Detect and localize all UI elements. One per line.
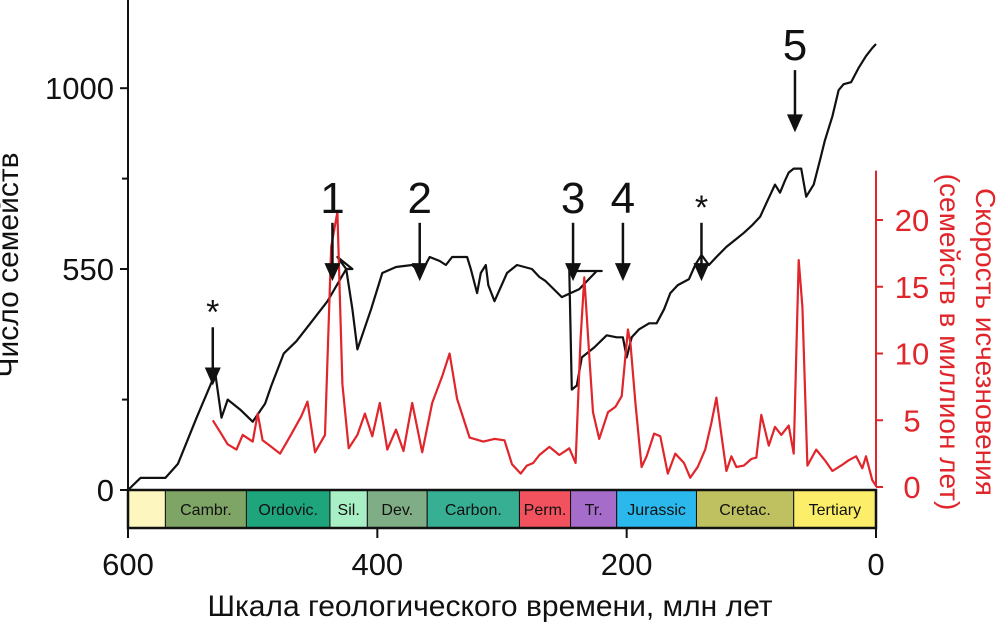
right-tick-label-3: 15	[895, 270, 929, 305]
annotation-arrowhead-0	[204, 367, 221, 386]
annotation-arrowhead-1	[324, 263, 341, 282]
left-y-axis: 0 550 1000	[45, 0, 129, 508]
x-tick-label-3: 0	[867, 547, 884, 582]
period-label-1: Cambr.	[180, 502, 232, 519]
period-label-6: Perm.	[524, 502, 567, 519]
left-y-axis-title: Число семейств	[0, 152, 25, 377]
annotation-label-0: *	[206, 293, 219, 331]
left-tick-label-1: 550	[62, 252, 114, 287]
right-tick-label-2: 10	[895, 337, 929, 372]
annotation-arrowhead-2	[411, 263, 428, 282]
x-axis: 600 400 200 0	[102, 528, 885, 582]
x-tick-label-1: 400	[351, 547, 403, 582]
right-y-axis: 0 5 10 15 20	[875, 170, 929, 505]
period-label-10: Tertiary	[809, 502, 861, 519]
period-label-9: Cretac.	[719, 502, 771, 519]
period-8	[616, 489, 697, 529]
x-tick-label-2: 200	[601, 547, 653, 582]
period-2	[245, 489, 331, 529]
annotation-arrowhead-4	[614, 263, 631, 282]
annotation-label-2: 2	[407, 174, 431, 223]
period-label-5: Carbon.	[445, 502, 502, 519]
period-bar-frame	[126, 488, 878, 530]
annotation-arrowhead-3	[565, 263, 582, 282]
right-y-axis-title-line2: (семейств в миллион лет)	[934, 174, 965, 511]
period-10	[793, 489, 877, 529]
series-line-0	[127, 43, 877, 491]
period-1	[164, 489, 247, 529]
right-y-axis-title-line1: Скорость исчезновения	[970, 188, 1000, 496]
annotation-label-5: *	[695, 189, 708, 227]
period-label-8: Jurassic	[627, 502, 686, 519]
annotations: * 1 2 3 4 * 5	[204, 21, 807, 386]
annotation-label-6: 5	[783, 21, 807, 70]
series-layer	[127, 43, 877, 491]
period-label-3: Sil.	[338, 502, 360, 519]
annotation-label-1: 1	[320, 174, 344, 223]
period-label-7: Tr.	[585, 502, 603, 519]
right-tick-label-1: 5	[903, 403, 920, 438]
period-label-4: Dev.	[381, 502, 413, 519]
right-tick-label-4: 20	[895, 203, 929, 238]
period-label-2: Ordovic.	[258, 502, 318, 519]
annotation-label-3: 3	[561, 174, 585, 223]
x-axis-title: Шкала геологического времени, млн лет	[207, 590, 772, 623]
period-0	[127, 489, 166, 529]
right-tick-label-0: 0	[903, 470, 920, 505]
period-6	[518, 489, 572, 529]
geologic-period-bar: Cambr. Ordovic. Sil. Dev. Carbon. Perm. Tr. Jur…	[126, 488, 878, 530]
series-line-1	[211, 210, 877, 487]
annotation-label-4: 4	[611, 174, 635, 223]
left-tick-label-0: 0	[97, 473, 114, 508]
annotation-arrowhead-6	[786, 114, 803, 133]
left-tick-label-2: 1000	[45, 71, 114, 106]
x-tick-label-0: 600	[102, 547, 154, 582]
annotation-arrowhead-5	[693, 263, 710, 282]
